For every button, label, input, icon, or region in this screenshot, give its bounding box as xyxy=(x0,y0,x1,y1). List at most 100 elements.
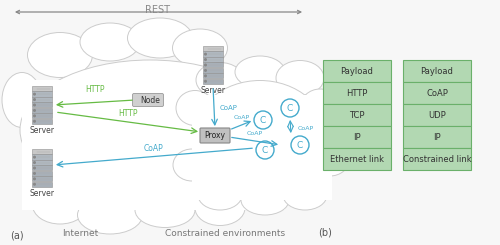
Bar xyxy=(32,171,52,176)
Circle shape xyxy=(204,70,206,71)
Bar xyxy=(32,97,52,102)
Ellipse shape xyxy=(300,89,340,127)
Bar xyxy=(323,104,391,126)
Bar xyxy=(32,160,52,165)
Circle shape xyxy=(34,99,35,100)
Ellipse shape xyxy=(172,29,228,67)
Ellipse shape xyxy=(173,149,211,181)
Ellipse shape xyxy=(80,23,140,61)
Circle shape xyxy=(281,99,299,117)
Ellipse shape xyxy=(20,60,280,200)
Text: HTTP: HTTP xyxy=(85,85,105,94)
Bar xyxy=(203,57,223,62)
Bar xyxy=(323,82,391,104)
Circle shape xyxy=(34,173,35,174)
Text: (a): (a) xyxy=(10,230,24,240)
Circle shape xyxy=(34,167,35,169)
Bar xyxy=(32,149,52,154)
Text: CoAP: CoAP xyxy=(143,144,163,153)
Text: Server: Server xyxy=(200,86,226,95)
Circle shape xyxy=(204,53,206,55)
Ellipse shape xyxy=(135,193,195,228)
Bar xyxy=(203,51,223,57)
Text: Internet: Internet xyxy=(62,229,98,237)
Ellipse shape xyxy=(78,196,142,234)
FancyBboxPatch shape xyxy=(132,94,164,107)
Text: CoAP: CoAP xyxy=(298,125,314,131)
Ellipse shape xyxy=(241,185,289,215)
Bar xyxy=(32,119,52,124)
Circle shape xyxy=(34,121,35,122)
Bar xyxy=(32,91,52,97)
Bar xyxy=(32,176,52,181)
Text: UDP: UDP xyxy=(428,110,446,120)
Bar xyxy=(403,60,471,82)
Text: CoAP: CoAP xyxy=(247,131,263,136)
Circle shape xyxy=(204,81,206,82)
Circle shape xyxy=(204,75,206,77)
Bar xyxy=(32,165,52,171)
Text: Proxy: Proxy xyxy=(204,131,226,139)
Bar xyxy=(192,95,332,200)
Bar xyxy=(203,79,223,84)
Ellipse shape xyxy=(262,70,308,120)
Text: Server: Server xyxy=(30,189,54,198)
Ellipse shape xyxy=(2,73,42,127)
FancyBboxPatch shape xyxy=(200,128,230,143)
Text: C: C xyxy=(287,103,293,112)
Text: CoAP: CoAP xyxy=(220,105,238,111)
Ellipse shape xyxy=(32,186,88,224)
Bar xyxy=(403,104,471,126)
Bar xyxy=(32,102,52,107)
Circle shape xyxy=(204,59,206,60)
Text: REST: REST xyxy=(146,5,171,15)
Text: C: C xyxy=(297,140,303,149)
Circle shape xyxy=(34,178,35,180)
Bar xyxy=(323,148,391,170)
Ellipse shape xyxy=(176,90,214,125)
Text: IP: IP xyxy=(353,133,361,142)
Text: TCP: TCP xyxy=(349,110,365,120)
Circle shape xyxy=(34,162,35,163)
Circle shape xyxy=(204,64,206,66)
Ellipse shape xyxy=(276,61,324,96)
Text: Server: Server xyxy=(30,126,54,135)
Ellipse shape xyxy=(283,180,327,210)
Circle shape xyxy=(34,104,35,106)
Text: C: C xyxy=(262,146,268,155)
Circle shape xyxy=(254,111,272,129)
Bar xyxy=(203,68,223,73)
Ellipse shape xyxy=(235,56,285,88)
Text: Constrained link: Constrained link xyxy=(402,155,471,163)
Text: CoAP: CoAP xyxy=(426,88,448,98)
Circle shape xyxy=(34,110,35,111)
Circle shape xyxy=(34,93,35,95)
Ellipse shape xyxy=(196,62,244,98)
Text: Constrained environments: Constrained environments xyxy=(165,229,285,237)
Bar xyxy=(323,126,391,148)
Text: IP: IP xyxy=(433,133,441,142)
Bar xyxy=(32,86,52,91)
Bar xyxy=(403,148,471,170)
Bar xyxy=(203,62,223,67)
Text: C: C xyxy=(260,115,266,124)
Text: Ethernet link: Ethernet link xyxy=(330,155,384,163)
Text: (b): (b) xyxy=(318,227,332,237)
Bar xyxy=(32,113,52,118)
Text: Node: Node xyxy=(140,96,160,105)
Bar xyxy=(323,60,391,82)
Text: HTTP: HTTP xyxy=(118,109,138,118)
Text: CoAP: CoAP xyxy=(234,115,250,120)
Ellipse shape xyxy=(128,18,192,58)
Circle shape xyxy=(291,136,309,154)
Bar xyxy=(22,80,285,210)
Text: Payload: Payload xyxy=(340,66,374,75)
Ellipse shape xyxy=(198,180,242,210)
Bar xyxy=(32,154,52,159)
Text: HTTP: HTTP xyxy=(346,88,368,98)
Bar xyxy=(32,182,52,187)
Circle shape xyxy=(34,184,35,185)
Ellipse shape xyxy=(195,191,245,225)
Text: Payload: Payload xyxy=(420,66,454,75)
Bar xyxy=(203,73,223,78)
